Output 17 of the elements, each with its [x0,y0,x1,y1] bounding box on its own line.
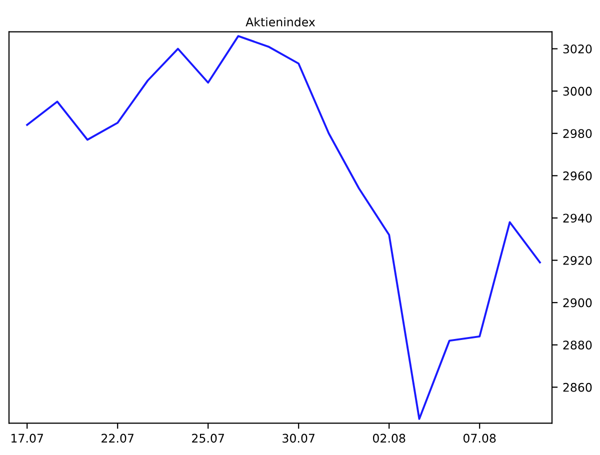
y-tick-label: 2960 [563,171,592,180]
chart-title: Aktienindex [246,17,316,26]
y-tick-label: 3020 [563,44,592,54]
y-tick-label: 3000 [563,86,592,96]
x-tick-label: 02.08 [372,434,406,443]
y-tick-label: 2860 [563,382,592,392]
y-tick-label: 2980 [563,129,592,138]
x-tick-label: 07.08 [463,434,496,443]
y-tick-label: 2920 [563,256,592,265]
x-tick-label: 22.07 [102,434,134,443]
y-tick-label: 2940 [563,214,592,223]
y-tick-label: 2880 [563,340,592,350]
y-tick-label: 2900 [563,298,592,308]
x-tick-label: 25.07 [192,434,224,443]
line-series [26,35,541,420]
x-tick-label: 17.07 [12,434,43,443]
x-tick-label: 30.07 [282,434,314,443]
